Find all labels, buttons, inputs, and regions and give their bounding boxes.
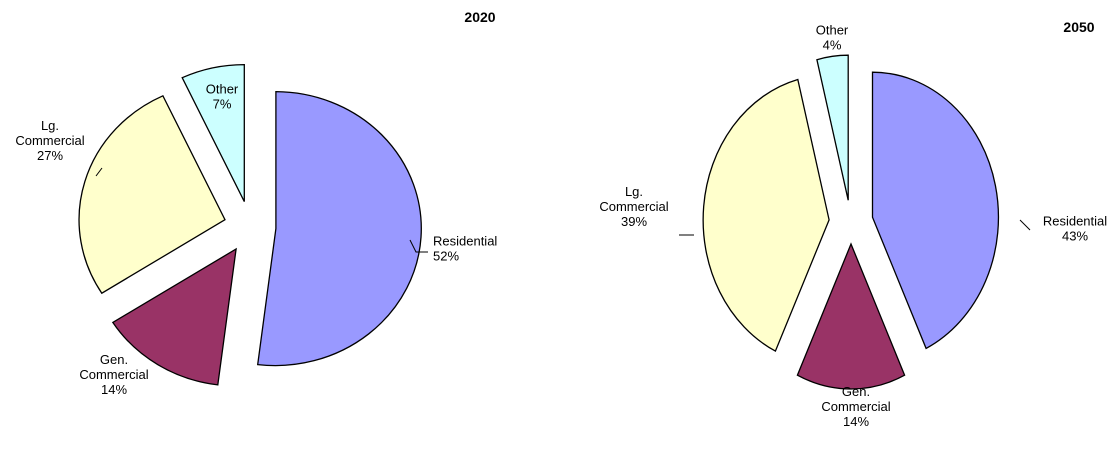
data-label-category: Residential (433, 234, 497, 249)
leader-line-lg-commercial-2020 (95, 167, 103, 177)
data-label-category: Lg. (625, 184, 643, 199)
pie-slice-lg-commercial-2020 (78, 94, 226, 295)
data-label-value: 43% (1062, 229, 1088, 244)
data-label-category: Other (206, 82, 239, 97)
data-label-value: 7% (213, 97, 232, 112)
data-label-value: 27% (37, 148, 63, 163)
data-label-category: Gen. (842, 384, 870, 399)
data-label-category: Lg. (41, 118, 59, 133)
data-label-residential-2050: Residential 43% (1043, 214, 1107, 244)
data-label-value: 14% (101, 382, 127, 397)
data-label-category: Residential (1043, 214, 1107, 229)
data-label-value: 14% (843, 414, 869, 429)
data-label-gen-commercial-2050: Gen. Commercial 14% (821, 384, 890, 429)
pie-slice-other-2050 (816, 54, 849, 201)
data-label-category: Commercial (15, 133, 84, 148)
chart-title-2050: 2050 (1063, 19, 1094, 35)
pie-chart-2020: 2020 Residential 52%Gen. Commercial 14%Lg. C… (15, 9, 497, 397)
pie-slice-residential-2050 (871, 71, 1000, 350)
data-label-value: 4% (823, 38, 842, 53)
pie-slice-lg-commercial-2050 (702, 78, 830, 353)
pie-slice-residential-2020 (256, 90, 422, 367)
data-label-other-2020: Other 7% (206, 82, 239, 112)
leader-line-residential-2020 (409, 239, 428, 253)
chart-title-2020: 2020 (464, 9, 495, 25)
data-label-residential-2020: Residential 52% (433, 234, 497, 264)
pie-slice-other-2020 (181, 63, 245, 202)
data-label-gen-commercial-2020: Gen. Commercial 14% (79, 352, 148, 397)
data-label-category: Commercial (79, 367, 148, 382)
data-label-category: Other (816, 23, 849, 38)
data-label-category: Gen. (100, 352, 128, 367)
pie-slice-gen-commercial-2050 (796, 242, 906, 390)
data-label-value: 39% (621, 214, 647, 229)
pie-chart-2050: 2050 Residential 43%Gen. Commercial 14%Lg. C… (599, 19, 1107, 429)
data-label-category: Commercial (599, 199, 668, 214)
data-label-other-2050: Other 4% (816, 23, 849, 53)
data-label-category: Commercial (821, 399, 890, 414)
pie-slice-gen-commercial-2020 (111, 247, 237, 386)
leader-line-residential-2050 (1019, 219, 1031, 231)
data-label-value: 52% (433, 249, 459, 264)
data-label-lg-commercial-2050: Lg. Commercial 39% (599, 184, 668, 229)
data-label-lg-commercial-2020: Lg. Commercial 27% (15, 118, 84, 163)
